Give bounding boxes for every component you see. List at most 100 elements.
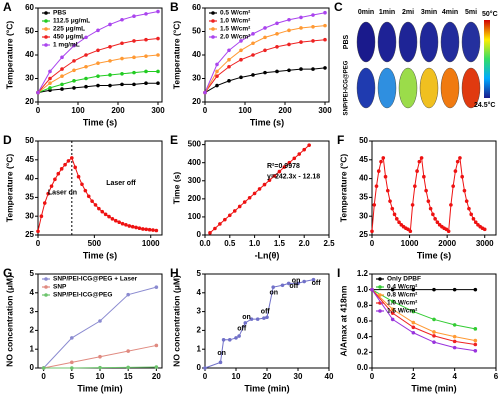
panel-letter: E [170,133,178,147]
y-tick-label: 200 [188,194,202,203]
data-point [228,213,232,218]
data-point [390,311,395,315]
data-point [422,174,426,179]
data-point [36,229,40,234]
data-point [126,292,130,297]
data-point [239,48,243,53]
data-point [108,22,112,27]
y-tick-label: 2 [197,326,202,335]
data-point [98,354,102,359]
data-point [144,69,148,74]
data-point [96,48,100,53]
data-point [263,70,267,75]
data-point [73,165,77,170]
data-point [467,206,471,211]
data-point [419,156,424,160]
annotation: on [217,350,226,357]
y-axis-label: NO concentration (μM) [4,275,14,367]
data-point [455,159,460,164]
data-point [299,40,303,44]
data-point [292,156,297,161]
x-tick-label: 0 [36,106,41,115]
data-point [215,74,219,78]
data-point [60,67,64,71]
data-point [98,365,102,370]
data-point [203,366,207,370]
data-point [458,156,462,160]
thermal-image [419,21,439,63]
y-tick-label: 400 [188,158,202,167]
data-point [70,156,74,160]
data-point [86,194,91,199]
data-point [249,317,254,321]
y-axis-label: Temperature (°C) [338,154,348,223]
x-tick-label: 200 [111,106,125,115]
data-point [482,227,487,232]
data-point [247,195,252,200]
data-point [108,44,112,49]
y-tick-label: 20 [192,97,201,106]
data-point [120,72,124,76]
y-tick-label: 4 [197,288,202,297]
x-tick-label: 100 [71,106,85,115]
data-point [96,83,100,88]
data-point [462,188,467,193]
legend-label: 1.5 W/cm² [220,26,251,33]
y-tick-label: 40 [25,50,34,59]
legend-marker [211,27,215,31]
data-point [53,177,57,182]
data-point [36,90,40,95]
data-point [60,87,64,91]
data-point [156,69,160,74]
data-point [299,67,303,71]
y-tick-label: 100 [188,212,202,221]
data-point [255,317,260,321]
data-point [287,28,291,33]
data-point [39,214,44,218]
data-point [426,199,431,203]
data-point [251,73,255,77]
data-point [41,366,46,370]
data-point [460,174,464,179]
data-point [213,226,217,231]
data-point [110,217,115,221]
data-point [469,212,474,217]
data-point [144,12,148,16]
data-point [432,330,436,334]
data-point [239,75,243,80]
data-point [297,152,302,156]
data-point [251,32,255,36]
data-point [156,53,160,57]
x-tick-label: 0.0 [199,239,211,248]
data-point [243,321,248,325]
y-axis-label: Temperature (°C) [4,21,14,90]
data-point [147,227,152,232]
thermal-image [377,21,397,63]
y-tick-label: 0.2 [357,347,369,356]
annotation: on [242,314,251,321]
data-point [107,214,111,219]
data-point [208,231,212,235]
x-tick-label: 1000 [401,239,419,248]
x-tick-label: 2000 [438,239,456,248]
y-tick-label: 4 [30,288,35,297]
data-point [221,338,226,342]
data-point [390,299,395,304]
column-label: 0min [358,9,374,16]
data-point [72,43,76,48]
x-tick-label: 300 [318,106,332,115]
legend-label: 0.5 W/cm² [220,10,251,17]
data-point [307,143,311,147]
data-point [237,334,241,338]
data-point [113,218,118,223]
x-axis-label: Time (min) [244,383,289,393]
annotation: off [289,283,299,290]
data-point [90,199,94,203]
data-point [70,366,74,370]
legend-label: 0.4 W/cm² [387,284,418,291]
data-point [299,26,303,30]
panel-letter: B [170,0,179,14]
legend-marker [211,11,215,15]
annotation: R²=0.9978 [267,163,300,170]
row-label: SNP/PEI-ICG@PEG [344,60,350,115]
